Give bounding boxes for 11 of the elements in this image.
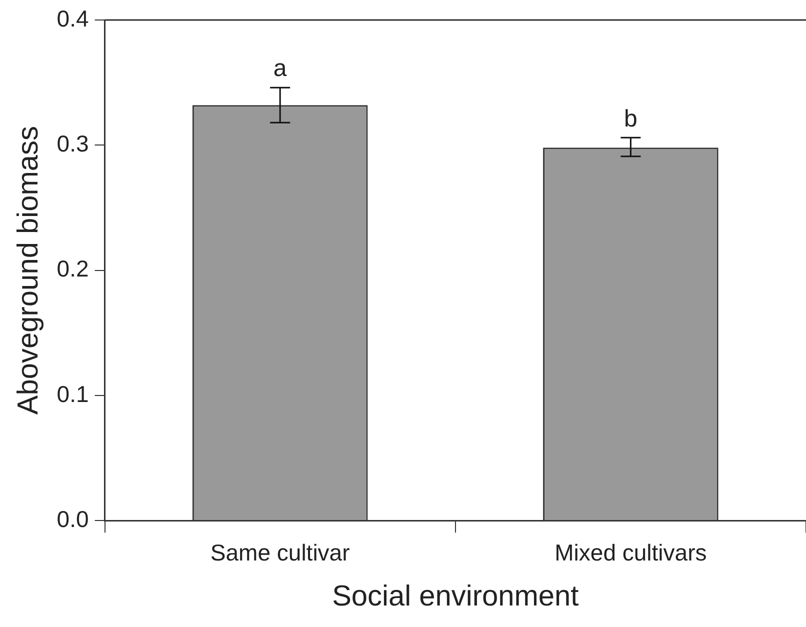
y-tick-label: 0.0 xyxy=(56,506,89,532)
annotation: b xyxy=(624,105,638,132)
x-tick-label: Mixed cultivars xyxy=(554,540,707,566)
y-tick-label: 0.2 xyxy=(56,256,89,282)
x-axis-title: Social environment xyxy=(332,580,579,613)
y-tick-label: 0.4 xyxy=(56,5,89,32)
annotation: a xyxy=(273,55,288,82)
y-axis-title: Aboveground biomass xyxy=(12,126,44,415)
y-tick-label: 0.3 xyxy=(56,130,89,156)
y-tick-label: 0.1 xyxy=(56,380,89,407)
x-tick-label: Same cultivar xyxy=(210,540,350,566)
